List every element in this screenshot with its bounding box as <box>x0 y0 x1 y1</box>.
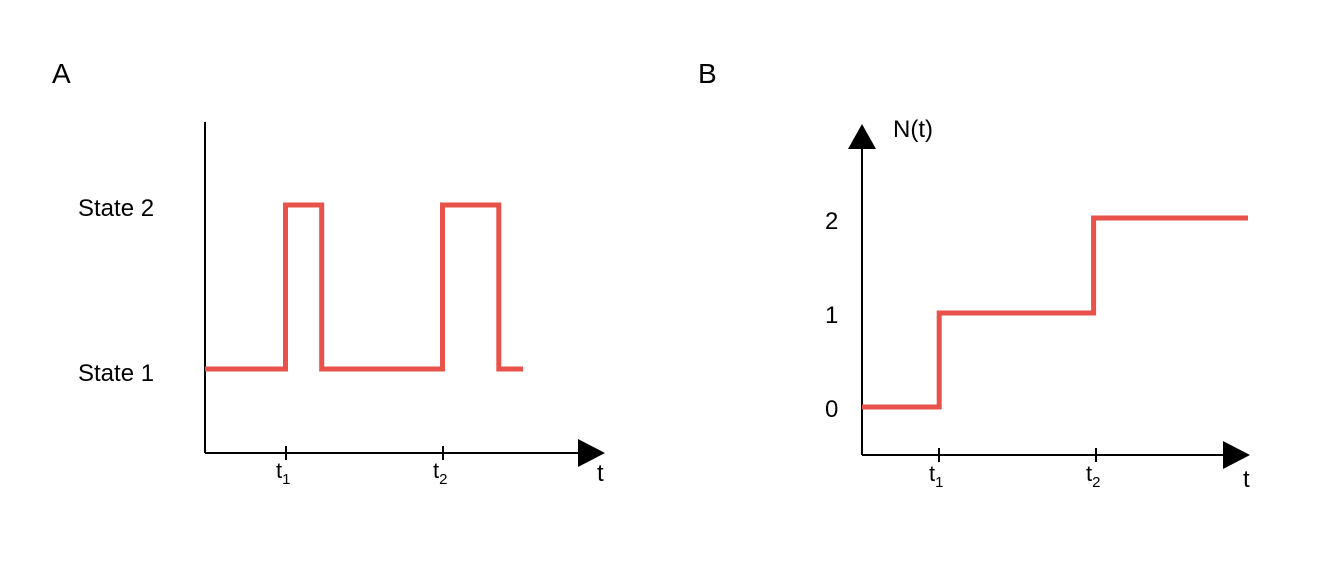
panel-a-x-axis-label: t <box>597 460 604 487</box>
panel-b-y-tick-label-0: 0 <box>825 396 838 423</box>
state-2-label: State 2 <box>78 195 154 222</box>
panel-a-state-trace <box>205 202 523 372</box>
panel-a-tick-label-t1: t1 <box>276 458 290 488</box>
panel-b-count-trace <box>862 215 1248 410</box>
panel-b-tick-label-t1: t1 <box>929 461 943 491</box>
panel-b-y-axis-label: N(t) <box>893 116 933 143</box>
panel-b-y-tick-label-1: 1 <box>825 302 838 329</box>
panel-a-letter: A <box>52 58 71 89</box>
panel-b-letter: B <box>698 58 717 89</box>
panel-b-x-arrow-icon <box>1223 441 1250 469</box>
panel-a-x-arrow-icon <box>578 439 605 467</box>
panel-b-y-arrow-icon <box>848 124 876 149</box>
panel-a-tick-label-t2: t2 <box>433 458 447 488</box>
panel-b: B N(t) t 0 1 2 t1 t2 <box>698 58 1250 493</box>
panel-b-tick-label-t2: t2 <box>1086 461 1100 491</box>
panel-b-y-tick-label-2: 2 <box>825 208 838 235</box>
state-1-label: State 1 <box>78 360 154 387</box>
panel-a: A State 2 State 1 t t1 t2 <box>52 58 605 488</box>
panel-b-x-axis-label: t <box>1243 466 1250 493</box>
